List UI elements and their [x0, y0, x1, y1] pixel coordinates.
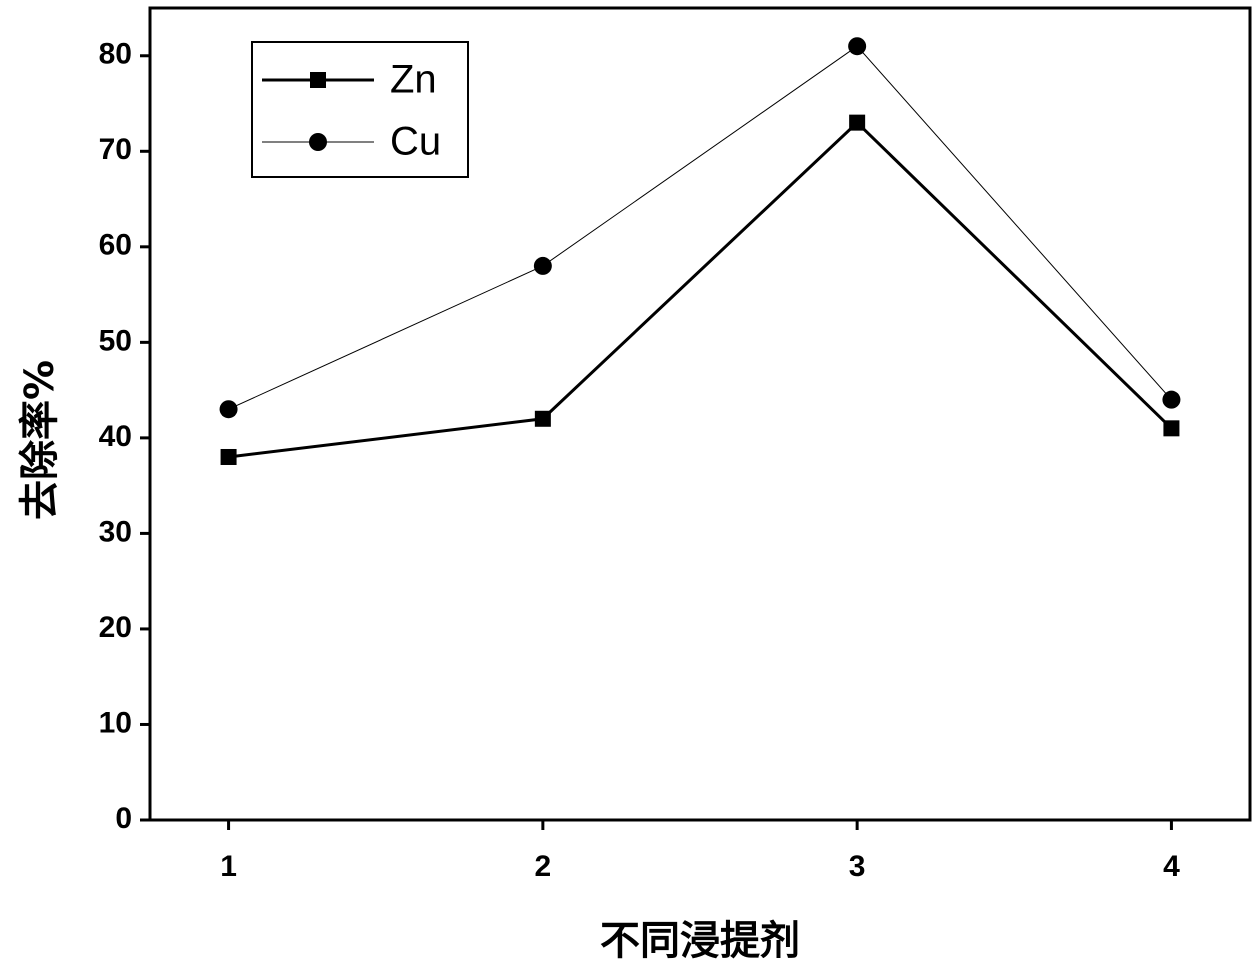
- data-point: [1163, 420, 1180, 437]
- data-point: [533, 256, 552, 275]
- y-tick-label: 10: [99, 706, 132, 739]
- x-axis-title: 不同浸提剂: [600, 918, 800, 964]
- x-tick-label: 2: [535, 850, 552, 883]
- data-point: [848, 37, 867, 56]
- y-tick-label: 70: [99, 133, 132, 166]
- legend-label: Cu: [390, 120, 441, 164]
- legend-marker: [309, 133, 327, 151]
- y-tick-label: 30: [99, 515, 132, 548]
- legend-marker: [310, 72, 326, 88]
- data-point: [219, 400, 238, 419]
- y-tick-label: 40: [99, 420, 132, 453]
- data-point: [1162, 390, 1181, 409]
- data-point: [534, 410, 551, 427]
- x-tick-label: 1: [220, 850, 237, 883]
- y-tick-label: 0: [115, 802, 132, 835]
- legend-box: [251, 41, 469, 178]
- series-line: [228, 120, 1173, 459]
- x-tick-label: 4: [1163, 850, 1180, 883]
- plot-frame: [148, 6, 1252, 822]
- x-tick-label: 3: [849, 850, 866, 883]
- series-line: [228, 45, 1172, 410]
- y-tick-label: 20: [99, 611, 132, 644]
- data-point: [849, 114, 866, 131]
- y-axis-title: 去除率%: [17, 360, 63, 520]
- legend-label: Zn: [390, 58, 437, 102]
- y-tick-label: 50: [99, 324, 132, 357]
- data-point: [220, 448, 237, 465]
- y-tick-label: 80: [99, 38, 132, 71]
- y-tick-label: 60: [99, 229, 132, 262]
